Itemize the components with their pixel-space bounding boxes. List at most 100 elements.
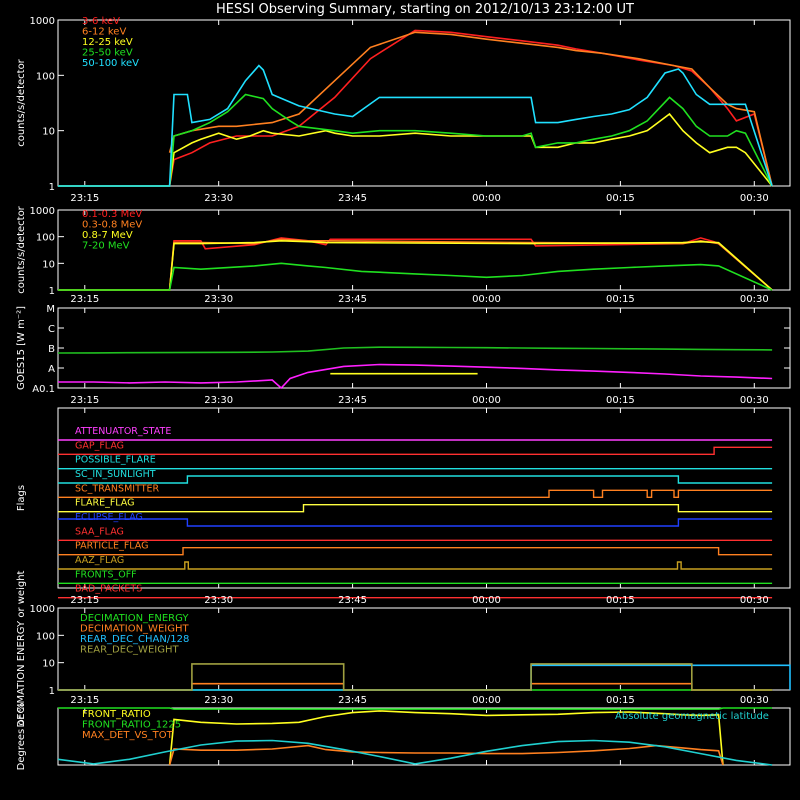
x-tick-label: 23:15 (70, 395, 99, 406)
x-tick-label: 00:30 (740, 193, 769, 204)
y-tick-label: 100 (36, 233, 55, 244)
y-tick-label: 1 (49, 686, 55, 697)
y-tick-label: C (48, 324, 55, 335)
y-tick-label: 10 (42, 127, 55, 138)
ratio-series-line-4 (57, 739, 773, 766)
x-tick-label: 00:00 (472, 695, 501, 706)
legend-entry: FRONT_RATIO_1225 (82, 720, 181, 731)
y-tick-label: B (48, 344, 55, 355)
legend-entry: REAR_DEC_WEIGHT (80, 645, 179, 656)
flag-trace (58, 489, 773, 499)
x-tick-label: 23:15 (70, 695, 99, 706)
series-line-4 (58, 93, 773, 187)
flag-label: SAA_FLAG (75, 526, 124, 537)
x-tick-label: 00:15 (606, 595, 635, 606)
x-tick-label: 00:00 (472, 193, 501, 204)
x-tick-label: 23:45 (338, 695, 367, 706)
figure-title: HESSI Observing Summary, starting on 201… (216, 2, 634, 17)
legend-entry: 50-100 keV (82, 58, 139, 69)
series-line-5 (58, 64, 773, 187)
ratio-series-line-2 (58, 707, 773, 710)
series-line-4 (58, 663, 773, 691)
x-tick-label: 23:15 (70, 294, 99, 305)
x-tick-label: 23:45 (338, 294, 367, 305)
flag-label: BAD_PACKETS (75, 584, 142, 595)
flag-label: POSSIBLE_FLARE (75, 455, 156, 466)
legend-entry: MAX_DET_VS_TOT (82, 730, 174, 741)
x-tick-label: 00:15 (606, 294, 635, 305)
flag-label: ATTENUATOR_STATE (75, 426, 171, 437)
x-tick-label: 23:45 (338, 395, 367, 406)
flag-trace (58, 503, 773, 513)
series-line-2 (168, 31, 773, 187)
x-tick-label: 00:00 (472, 595, 501, 606)
series-line-1 (58, 237, 773, 291)
series-line-2 (58, 238, 773, 291)
legend-entry: REAR_DEC_CHAN/128 (80, 634, 189, 645)
flag-label: ECLIPSE_FLAG (75, 512, 143, 523)
y-axis-label: Flags (16, 485, 27, 511)
y-tick-label: M (46, 304, 55, 315)
y-axis-label: Degrees or % (16, 703, 27, 771)
y-tick-label: 1000 (30, 206, 55, 217)
x-tick-label: 00:15 (606, 695, 635, 706)
x-tick-label: 23:30 (204, 395, 233, 406)
flag-label: PARTICLE_FLAG (75, 541, 148, 552)
x-tick-label: 00:30 (740, 395, 769, 406)
y-tick-label: A (48, 364, 55, 375)
flag-label: SC_TRANSMITTER (75, 483, 160, 494)
x-tick-label: 00:30 (740, 294, 769, 305)
goes-series-line-1 (57, 346, 773, 354)
y-tick-label: 1000 (30, 16, 55, 27)
x-tick-label: 00:00 (472, 294, 501, 305)
y-axis-label: GOES15 [W m⁻²] (16, 306, 27, 390)
y-tick-label: 1000 (30, 604, 55, 615)
y-tick-label: 100 (36, 631, 55, 642)
y-axis-label: DECIMATION ENERGY or weight (16, 570, 27, 727)
flag-label: AAZ_FLAG (75, 555, 124, 566)
x-tick-label: 00:30 (740, 695, 769, 706)
flag-trace (58, 546, 773, 556)
x-tick-label: 00:15 (606, 193, 635, 204)
y-tick-label: 10 (42, 259, 55, 270)
x-tick-label: 23:45 (338, 595, 367, 606)
goes-series-line-2 (58, 363, 773, 390)
y-tick-label: 1 (49, 182, 55, 193)
y-tick-label: 100 (36, 71, 55, 82)
y-tick-label: 10 (42, 659, 55, 670)
series-line-3 (58, 239, 773, 291)
x-tick-label: 23:30 (204, 294, 233, 305)
legend-entry: Absolute geomagnetic latitude (615, 711, 769, 722)
flag-label: GAP_FLAG (75, 440, 124, 451)
legend-entry: DECIMATION_ENERGY (80, 613, 189, 624)
legend-entry: FRONT_RATIO (82, 709, 151, 720)
x-tick-label: 23:15 (70, 193, 99, 204)
panel-1-frame (57, 19, 791, 187)
flag-trace (58, 475, 773, 484)
legend-entry: 0.8-7 MeV (82, 230, 133, 241)
flag-label: FLARE_FLAG (75, 498, 135, 509)
legend-entry: 12-25 keV (82, 37, 133, 48)
legend-entry: 0.1-0.3 MeV (82, 209, 142, 220)
x-tick-label: 00:15 (606, 395, 635, 406)
legend-entry: 25-50 keV (82, 48, 133, 59)
y-axis-label: counts/s/detector (16, 205, 27, 293)
panel-6-frame (57, 707, 791, 766)
x-tick-label: 23:45 (338, 193, 367, 204)
flag-trace (58, 446, 773, 456)
y-tick-label: A0.1 (32, 384, 55, 395)
x-tick-label: 23:30 (204, 193, 233, 204)
legend-entry: 6-12 keV (82, 27, 126, 38)
legend-entry: 3-6 keV (82, 16, 120, 27)
legend-entry: 0.3-0.8 MeV (82, 220, 142, 231)
flag-trace (58, 518, 773, 527)
panel-2-frame (57, 209, 791, 291)
y-tick-label: 1 (49, 286, 55, 297)
flag-trace (58, 561, 773, 570)
x-tick-label: 23:15 (70, 595, 99, 606)
x-tick-label: 00:00 (472, 395, 501, 406)
y-axis-label: counts/s/detector (16, 58, 27, 146)
